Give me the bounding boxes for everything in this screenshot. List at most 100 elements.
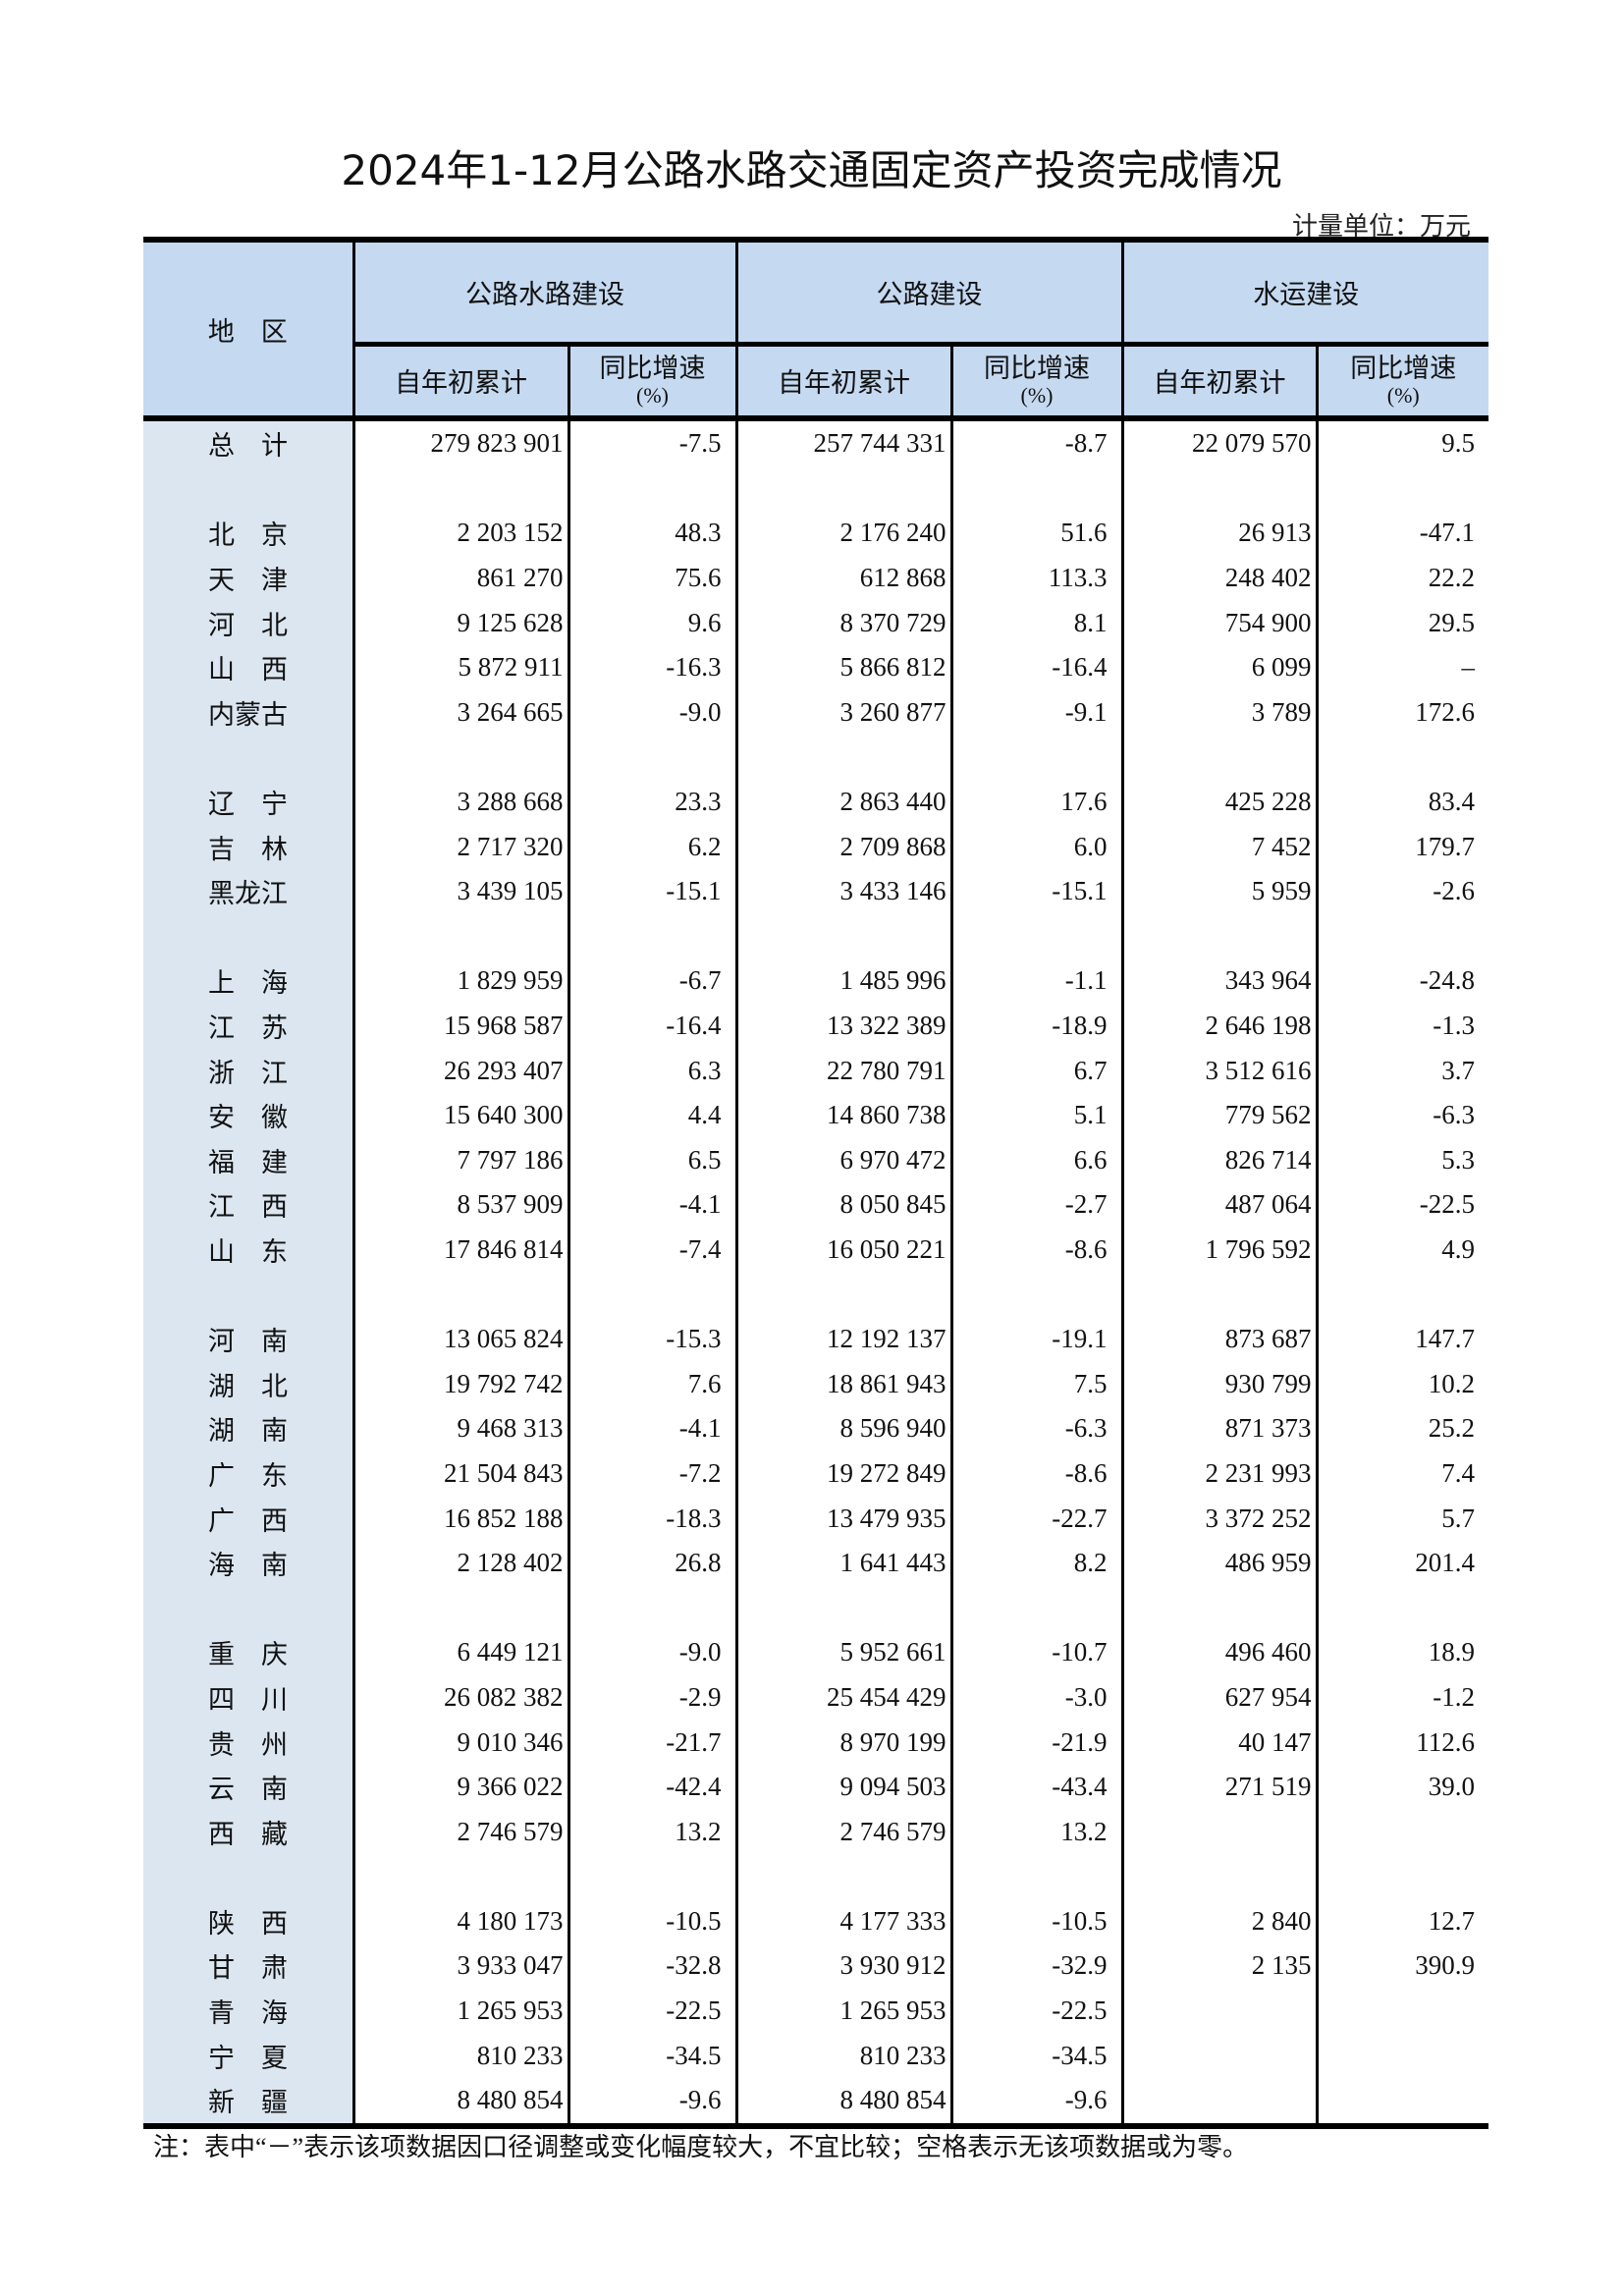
growth-cell: -2.7 [949,1182,1122,1228]
cumulative-cell: 15 968 587 [352,1003,568,1049]
growth-cell: 83.4 [1315,779,1488,825]
empty-cell [734,1854,951,1899]
growth-cell: -1.2 [1315,1674,1488,1721]
growth-cell: 6.3 [567,1048,736,1093]
growth-cell: 8.2 [949,1540,1122,1586]
growth-header-unit: (%) [636,382,669,408]
region-cell: 江 苏 [143,1003,353,1049]
table-row: 宁 夏 810 233 -34.5 810 233 -34.5 [143,2033,1488,2078]
growth-cell: 13.2 [567,1809,736,1854]
growth-cell: -10.5 [949,1898,1122,1944]
growth-cell: -32.9 [949,1943,1122,1989]
empty-cell [1315,913,1488,959]
cumulative-cell: 5 952 661 [734,1630,951,1675]
growth-cell: 10.2 [1315,1361,1488,1407]
spacer-row [143,1854,1488,1899]
growth-cell: 25.2 [1315,1406,1488,1451]
growth-cell: -24.8 [1315,958,1488,1004]
region-cell: 湖 北 [143,1361,353,1407]
region-cell: 西 藏 [143,1809,353,1854]
table-row: 河 南 13 065 824 -15.3 12 192 137 -19.1 873 687… [143,1316,1488,1362]
cumulative-cell: 5 866 812 [734,644,951,690]
growth-cell: 39.0 [1315,1764,1488,1810]
region-cell: 上 海 [143,958,353,1004]
cumulative-cell: 22 079 570 [1120,418,1317,466]
empty-cell [352,913,568,959]
cumulative-cell: 1 829 959 [352,958,568,1004]
growth-cell: 4.9 [1315,1227,1488,1273]
cumulative-cell: 40 147 [1120,1720,1317,1765]
cumulative-cell: 279 823 901 [352,418,568,466]
growth-cell: -3.0 [949,1674,1122,1721]
cumulative-cell: 8 370 729 [734,600,951,645]
region-cell: 北 京 [143,511,353,556]
table-row: 广 西 16 852 188 -18.3 13 479 935 -22.7 3 372 2… [143,1496,1488,1541]
growth-cell: 7.4 [1315,1450,1488,1497]
table-row: 黑龙江 3 439 105 -15.1 3 433 146 -15.1 5 959 -2.6 [143,868,1488,914]
growth-cell: -7.2 [567,1450,736,1497]
empty-cell [567,1854,736,1899]
growth-cell: -7.5 [567,418,736,466]
cumulative-cell: 17 846 814 [352,1227,568,1273]
group-header-highway-waterway: 公路水路建设 [352,237,736,347]
growth-cell: 7.5 [949,1361,1122,1407]
region-cell: 山 东 [143,1227,353,1273]
growth-cell: 17.6 [949,779,1122,825]
cumulative-cell: 2 135 [1120,1943,1317,1989]
growth-cell: -9.6 [567,2077,736,2129]
growth-cell: -9.1 [949,689,1122,736]
growth-header: 同比增速 (%) [949,344,1122,421]
cumulative-cell: 4 177 333 [734,1898,951,1944]
growth-cell: 75.6 [567,555,736,601]
cumulative-cell: 5 959 [1120,868,1317,914]
growth-cell: 13.2 [949,1809,1122,1854]
cumulative-cell: 2 176 240 [734,511,951,556]
growth-cell: -1.1 [949,958,1122,1004]
growth-cell [1315,1809,1488,1854]
growth-cell: 22.2 [1315,555,1488,601]
table-row: 广 东 21 504 843 -7.2 19 272 849 -8.6 2 231 993… [143,1450,1488,1497]
cumulative-cell: 13 479 935 [734,1496,951,1541]
empty-cell [1315,1272,1488,1317]
region-cell: 新 疆 [143,2077,353,2129]
empty-cell [734,913,951,959]
spacer-row [143,735,1488,780]
cumulative-cell: 496 460 [1120,1630,1317,1675]
growth-cell: -34.5 [567,2033,736,2078]
cumulative-cell: 487 064 [1120,1182,1317,1228]
empty-cell [143,465,353,512]
region-cell: 山 西 [143,644,353,690]
cumulative-cell: 612 868 [734,555,951,601]
cumulative-cell: 8 537 909 [352,1182,568,1228]
growth-cell: 179.7 [1315,824,1488,869]
cumulative-cell: 22 780 791 [734,1048,951,1093]
growth-cell: -8.6 [949,1450,1122,1497]
growth-cell: 6.6 [949,1137,1122,1183]
growth-cell: 48.3 [567,511,736,556]
cumulative-cell: 13 322 389 [734,1003,951,1049]
growth-cell: 12.7 [1315,1898,1488,1944]
cumulative-cell: 15 640 300 [352,1092,568,1138]
growth-cell: 113.3 [949,555,1122,601]
growth-cell: 6.5 [567,1137,736,1183]
region-cell: 宁 夏 [143,2033,353,2078]
spacer-row [143,1585,1488,1631]
growth-cell: – [1315,644,1488,690]
cumulative-cell [1120,1988,1317,2034]
region-cell: 福 建 [143,1137,353,1183]
cumulative-cell: 9 468 313 [352,1406,568,1451]
cumulative-cell: 3 433 146 [734,868,951,914]
region-cell: 广 东 [143,1450,353,1497]
table-row: 浙 江 26 293 407 6.3 22 780 791 6.7 3 512 616 3.… [143,1048,1488,1093]
empty-cell [567,1585,736,1631]
cumulative-cell: 343 964 [1120,958,1317,1004]
